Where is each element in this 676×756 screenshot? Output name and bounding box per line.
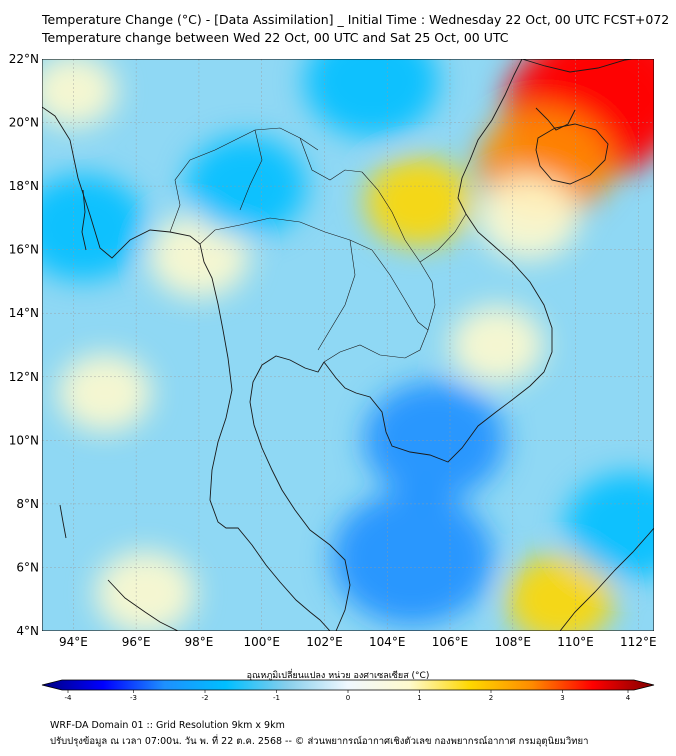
colorbar-tick-label: 0	[346, 694, 350, 702]
lat-label: 22°N	[9, 52, 39, 66]
lon-label: 106°E	[432, 635, 469, 649]
andaman-islands	[81, 189, 87, 251]
colorbar-scale	[41, 679, 655, 691]
lat-label: 20°N	[9, 116, 39, 130]
colorbar-tick-label: 1	[417, 694, 421, 702]
anomaly-blob-3	[478, 175, 579, 260]
graticule	[42, 59, 654, 631]
copyright-note: ปรับปรุงข้อมูล ณ เวลา 07:00น. วัน พ. ที่…	[50, 736, 589, 747]
colorbar: -4 -3 -2 -1 0 1 2 3 4	[41, 679, 655, 702]
lon-label: 96°E	[122, 635, 151, 649]
lon-label: 112°E	[620, 635, 657, 649]
coastlines-and-borders	[42, 59, 654, 631]
anomaly-blob-9	[506, 554, 614, 631]
latitude-labels: 4°N 6°N 8°N 10°N 12°N 14°N 16°N 18°N 20°N 22°N	[9, 52, 39, 638]
colorbar-tick-label: 3	[560, 694, 564, 702]
colorbar-tick-label: -4	[65, 694, 73, 702]
lat-label: 8°N	[16, 497, 39, 511]
lon-label: 102°E	[306, 635, 343, 649]
anomaly-blob-10	[42, 59, 118, 128]
lat-label: 4°N	[16, 624, 39, 638]
anomaly-blob-13	[304, 59, 439, 138]
lon-label: 110°E	[557, 635, 594, 649]
lat-label: 14°N	[9, 306, 39, 320]
lon-label: 108°E	[495, 635, 532, 649]
colorbar-label: อุณหภูมิเปลี่ยนแปลง หน่วย องศาเซลเซียส (…	[246, 671, 430, 681]
lat-label: 10°N	[9, 433, 39, 447]
gulf-of-thailand-coast	[323, 59, 553, 463]
mainland-coastline	[42, 106, 331, 631]
colorbar-tick-label: -2	[202, 694, 209, 702]
map-subtitle: Temperature change between Wed 22 Oct, 0…	[42, 30, 509, 45]
colorbar-tick-label: -1	[273, 694, 280, 702]
longitude-labels: 94°E 96°E 98°E 100°E 102°E 104°E 106°E 108°E 110…	[59, 635, 657, 649]
plot-area	[42, 59, 654, 631]
lon-label: 98°E	[184, 635, 213, 649]
lat-label: 12°N	[9, 370, 39, 384]
hainan-island	[535, 123, 609, 185]
lon-label: 104°E	[369, 635, 406, 649]
lon-label: 94°E	[59, 635, 88, 649]
lon-label: 100°E	[243, 635, 280, 649]
country-borders	[169, 127, 467, 363]
anomaly-blob-5	[364, 157, 473, 247]
lat-label: 16°N	[9, 243, 39, 257]
lat-label: 18°N	[9, 179, 39, 193]
anomaly-blob-8	[95, 550, 196, 631]
borneo-coast	[559, 527, 654, 631]
colorbar-tick-label: -3	[130, 694, 137, 702]
anomaly-blob-4	[450, 305, 545, 385]
nicobar-islands	[59, 504, 67, 539]
colorbar-tick-label: 2	[489, 694, 493, 702]
anomaly-blob-11	[331, 490, 493, 626]
anomaly-blob-14	[42, 174, 147, 281]
lat-label: 6°N	[16, 560, 39, 574]
model-info: WRF-DA Domain 01 :: Grid Resolution 9km …	[50, 720, 285, 731]
map-title: Temperature Change (°C) - [Data Assimila…	[42, 12, 670, 27]
colorbar-tick-label: 4	[626, 694, 631, 702]
anomaly-blob-7	[57, 353, 152, 432]
malay-east-coast	[249, 355, 351, 631]
temperature-field	[42, 59, 654, 631]
sumatra-coast	[107, 579, 179, 631]
leizhou-peninsula	[535, 107, 576, 131]
